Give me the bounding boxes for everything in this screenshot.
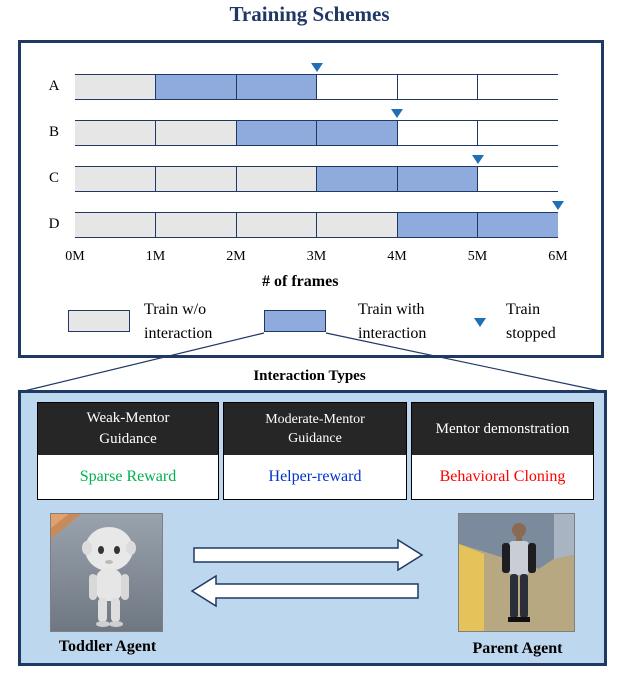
segment-empty (316, 75, 397, 99)
segment-no (235, 213, 316, 237)
legend-without-line1: Train w/o (144, 301, 207, 318)
x-tick-label: 1M (145, 249, 166, 264)
x-tick-label: 5M (467, 249, 488, 264)
x-tick-label: 3M (306, 249, 327, 264)
segment-no (74, 167, 155, 191)
segment-with (235, 121, 316, 145)
scheme-bar-d (74, 212, 558, 238)
scheme-bar-b (74, 120, 558, 146)
segment-with (316, 167, 397, 191)
scheme-bar-a (74, 74, 558, 100)
segment-no (74, 121, 155, 145)
weak-mentor-header-line2: Guidance (99, 431, 157, 447)
segment-empty (396, 121, 477, 145)
row-label-a: A (48, 78, 60, 94)
toddler-agent-label: Toddler Agent (58, 638, 157, 655)
legend-swatch-without (68, 310, 130, 332)
legend-stopped-marker-icon (474, 318, 486, 327)
interaction-type-weak-mentor: Weak-Mentor Guidance Sparse Reward (37, 402, 219, 500)
interaction-arrows (190, 538, 424, 608)
legend-with-line2: interaction (358, 325, 427, 342)
segment-empty (477, 167, 558, 191)
x-tick-label: 0M (65, 249, 85, 264)
sparse-reward-label: Sparse Reward (79, 468, 177, 485)
row-label-c: C (48, 170, 59, 186)
weak-mentor-header-line1: Weak-Mentor (86, 410, 170, 426)
toddler-agent-image (50, 513, 163, 632)
legend-without-line2: interaction (144, 325, 213, 342)
segment-no (316, 213, 397, 237)
segment-with (316, 121, 397, 145)
segment-with (477, 213, 558, 237)
segment-with (155, 75, 236, 99)
segment-no (74, 75, 155, 99)
segment-empty (477, 75, 558, 99)
right-arrow-icon (193, 538, 424, 572)
interaction-type-moderate-mentor: Moderate-Mentor Guidance Helper-reward (223, 402, 407, 500)
legend-with-text: Train with interaction (358, 298, 426, 346)
segment-empty (396, 75, 477, 99)
moderate-mentor-header-line2: Guidance (288, 431, 342, 446)
legend-without-text: Train w/o interaction (144, 298, 212, 346)
scheme-bar-c (74, 166, 558, 192)
segment-empty (477, 121, 558, 145)
x-tick-label: 4M (387, 249, 407, 264)
x-tick-label: 6M (548, 249, 568, 264)
mentor-demonstration-header-line1: Mentor demonstration (435, 420, 570, 437)
parent-agent-image (458, 513, 575, 632)
segment-no (235, 167, 316, 191)
figure-title: Training Schemes (229, 2, 390, 26)
stop-marker-icon (391, 109, 403, 118)
moderate-mentor-header-line1: Moderate-Mentor (265, 412, 365, 427)
behavioral-cloning-label: Behavioral Cloning (439, 468, 566, 485)
legend-stopped-line2: stopped (506, 325, 556, 342)
row-label-d: D (48, 216, 60, 232)
legend-stopped-line1: Train (506, 301, 541, 318)
segment-no (74, 213, 155, 237)
stop-marker-icon (471, 155, 484, 164)
segment-no (155, 167, 236, 191)
segment-with (396, 213, 477, 237)
interaction-type-mentor-demonstration: Mentor demonstration Behavioral Cloning (411, 402, 594, 500)
moderate-mentor-header: Moderate-Mentor Guidance (224, 403, 406, 455)
legend-swatch-with (264, 310, 326, 332)
mentor-demonstration-header: Mentor demonstration (412, 403, 593, 455)
segment-no (155, 121, 236, 145)
left-arrow-icon (190, 574, 419, 608)
legend-stopped-text: Train stopped (506, 298, 556, 346)
segment-with (235, 75, 316, 99)
parent-agent-label: Parent Agent (472, 640, 563, 657)
helper-reward-label: Helper-reward (268, 468, 362, 485)
stop-marker-icon (310, 63, 323, 72)
row-label-b: B (48, 124, 59, 140)
interaction-types-title: Interaction Types (253, 368, 366, 384)
weak-mentor-header: Weak-Mentor Guidance (38, 403, 218, 455)
segment-with (396, 167, 477, 191)
x-axis-label: # of frames (262, 273, 339, 290)
legend-with-line1: Train with (358, 301, 425, 318)
x-tick-label: 2M (226, 249, 246, 264)
stop-marker-icon (552, 201, 564, 210)
segment-no (155, 213, 236, 237)
